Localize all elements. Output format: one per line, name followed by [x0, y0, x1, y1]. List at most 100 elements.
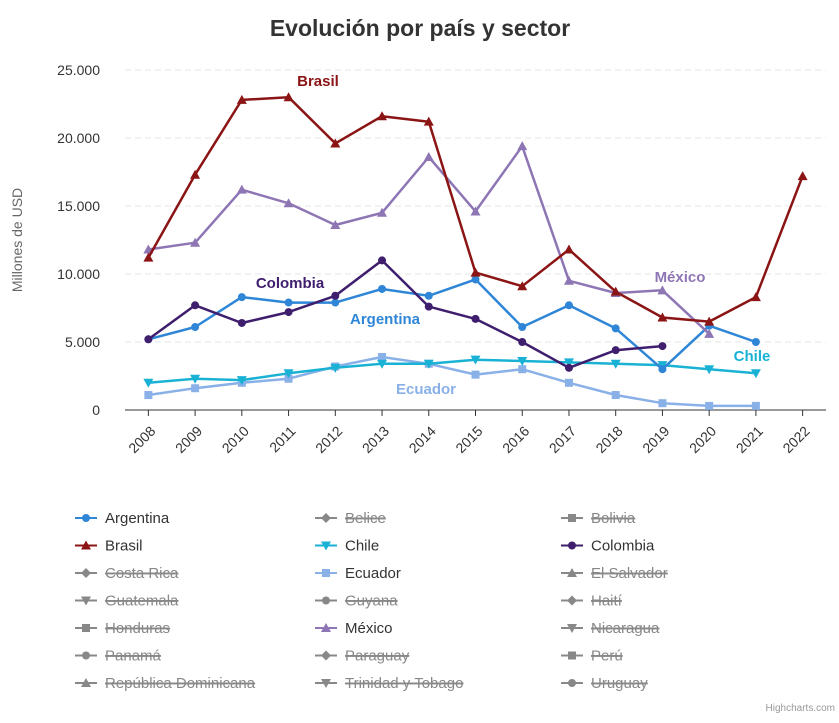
- series-label-mexico: México: [655, 269, 706, 286]
- legend-item-ecuador[interactable]: Ecuador: [345, 565, 401, 582]
- data-point-argentina: [424, 291, 433, 300]
- data-point-argentina: [331, 298, 340, 307]
- data-point-mexico: [377, 207, 388, 217]
- legend-marker-nicaragua: [567, 624, 577, 633]
- legend-marker-costa-rica: [81, 568, 91, 578]
- data-point-brasil: [563, 244, 574, 254]
- data-point-chile: [236, 376, 247, 386]
- data-point-mexico: [704, 328, 715, 338]
- data-point-mexico: [330, 220, 341, 230]
- credits-link[interactable]: Highcharts.com: [765, 703, 835, 714]
- x-tick-label: 2008: [125, 423, 158, 456]
- legend-marker-guyana: [322, 596, 330, 605]
- legend-item-brasil[interactable]: Brasil: [105, 538, 143, 555]
- legend-marker-ecuador: [322, 569, 330, 577]
- data-point-colombia: [237, 318, 246, 327]
- series-label-ecuador: Ecuador: [396, 381, 456, 398]
- y-tick-label: 5.000: [65, 334, 100, 350]
- legend-marker-haiti: [567, 595, 577, 606]
- series-line-argentina[interactable]: [148, 278, 757, 371]
- y-axis-label: Millones de USD: [9, 188, 25, 292]
- legend-marker-honduras: [82, 624, 90, 632]
- x-tick-label: 2010: [219, 423, 252, 456]
- series-line-ecuador[interactable]: [148, 355, 756, 408]
- y-tick-label: 0: [92, 402, 100, 418]
- x-tick-label: 2009: [172, 423, 205, 456]
- data-point-chile: [610, 359, 621, 369]
- data-point-colombia: [658, 342, 667, 351]
- x-tick-label: 2012: [312, 423, 345, 456]
- x-tick-label: 2018: [592, 423, 625, 456]
- data-point-chile: [143, 378, 154, 388]
- x-tick-label: 2013: [359, 423, 392, 456]
- data-point-brasil: [517, 281, 528, 291]
- data-point-ecuador: [144, 391, 153, 400]
- data-point-mexico: [517, 141, 528, 151]
- data-point-argentina: [658, 365, 667, 374]
- legend-item-argentina[interactable]: Argentina: [105, 510, 170, 527]
- data-point-brasil: [610, 286, 621, 296]
- data-point-argentina: [611, 324, 620, 333]
- data-point-ecuador: [751, 401, 760, 410]
- series-line-chile[interactable]: [148, 358, 757, 385]
- series-line-colombia[interactable]: [147, 259, 663, 370]
- data-point-brasil: [797, 171, 808, 181]
- x-tick-label: 2019: [639, 423, 672, 456]
- data-point-chile: [517, 357, 528, 367]
- legend-marker-argentina: [82, 514, 90, 522]
- data-point-ecuador: [705, 401, 714, 410]
- data-point-argentina: [284, 298, 293, 307]
- series-label-chile: Chile: [734, 348, 771, 365]
- data-point-brasil: [750, 292, 761, 302]
- legend-marker-republica-dominicana: [81, 678, 91, 687]
- legend-marker-chile: [321, 541, 331, 551]
- data-point-argentina: [378, 284, 387, 293]
- legend-marker-peru: [568, 651, 576, 660]
- data-point-colombia: [144, 335, 153, 344]
- data-point-chile: [704, 365, 715, 375]
- data-point-colombia: [518, 338, 527, 346]
- legend-item-chile[interactable]: Chile: [345, 538, 379, 555]
- data-point-ecuador: [611, 391, 620, 400]
- data-point-colombia: [191, 301, 200, 310]
- data-point-chile: [283, 369, 294, 379]
- x-tick-label: 2014: [406, 423, 439, 456]
- chart-title: Evolución por país y sector: [270, 15, 570, 41]
- legend-marker-bolivia: [568, 514, 576, 522]
- legend-item-mexico[interactable]: México: [345, 620, 393, 637]
- data-point-brasil: [423, 116, 434, 126]
- series-label-brasil: Brasil: [297, 73, 339, 90]
- data-point-colombia: [471, 314, 480, 323]
- data-point-ecuador: [284, 374, 293, 383]
- legend-item-colombia[interactable]: Colombia: [591, 538, 655, 555]
- data-point-ecuador: [658, 399, 667, 408]
- data-point-mexico: [563, 275, 574, 285]
- data-point-brasil: [143, 252, 154, 262]
- data-point-colombia: [284, 308, 293, 317]
- y-tick-label: 15.000: [57, 198, 100, 214]
- data-point-ecuador: [518, 365, 527, 374]
- data-point-argentina: [518, 323, 527, 332]
- y-tick-label: 10.000: [57, 266, 100, 282]
- x-tick-label: 2015: [452, 423, 485, 456]
- data-point-colombia: [611, 346, 620, 355]
- x-tick-label: 2020: [686, 423, 719, 456]
- legend-marker-trinidad-y-tobago: [321, 679, 331, 688]
- data-point-argentina: [751, 338, 760, 346]
- series-label-argentina: Argentina: [350, 311, 421, 328]
- legend-marker-paraguay: [321, 650, 331, 661]
- data-point-chile: [330, 363, 341, 373]
- data-point-chile: [190, 374, 201, 384]
- data-point-brasil: [190, 169, 201, 179]
- data-point-brasil: [330, 138, 341, 148]
- data-point-argentina: [191, 323, 200, 332]
- data-point-mexico: [423, 152, 434, 162]
- data-point-argentina: [237, 293, 246, 302]
- legend-marker-panama: [82, 651, 90, 660]
- data-point-mexico: [470, 206, 481, 216]
- data-point-ecuador: [564, 378, 573, 387]
- data-point-mexico: [236, 184, 247, 194]
- x-tick-label: 2011: [266, 423, 299, 456]
- legend-marker-el-salvador: [567, 568, 577, 577]
